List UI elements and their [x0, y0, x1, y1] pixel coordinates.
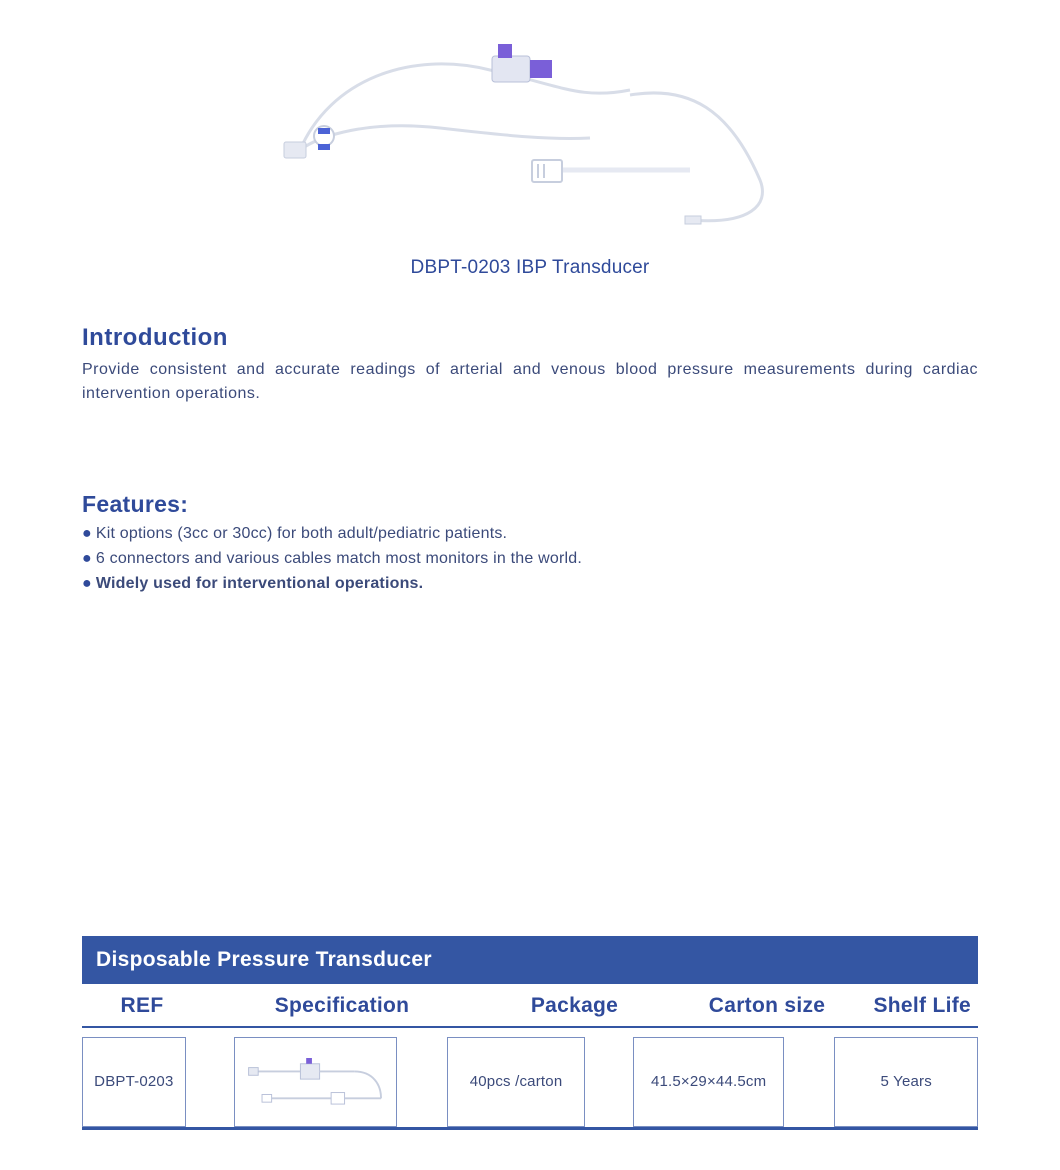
feature-text: Widely used for interventional operation… [96, 575, 423, 592]
th-ref: REF [82, 994, 202, 1018]
spec-table-section: Disposable Pressure Transducer REF Speci… [0, 936, 1060, 1130]
th-spec: Specification [202, 994, 482, 1018]
feature-text: Kit options (3cc or 30cc) for both adult… [96, 525, 507, 542]
feature-text: 6 connectors and various cables match mo… [96, 550, 582, 567]
cell-shelf: 5 Years [834, 1037, 978, 1127]
product-illustration [260, 20, 800, 245]
features-heading: Features: [82, 491, 978, 518]
introduction-body: Provide consistent and accurate readings… [82, 358, 978, 406]
introduction-heading: Introduction [82, 324, 978, 352]
feature-item: ●Widely used for interventional operatio… [82, 572, 978, 597]
table-title: Disposable Pressure Transducer [82, 936, 978, 984]
feature-item: ●Kit options (3cc or 30cc) for both adul… [82, 522, 978, 547]
product-caption: DBPT-0203 IBP Transducer [0, 257, 1060, 279]
cell-ref: DBPT-0203 [82, 1037, 186, 1127]
cell-spec [234, 1037, 398, 1127]
cell-pkg: 40pcs /carton [447, 1037, 585, 1127]
cell-carton: 41.5×29×44.5cm [633, 1037, 785, 1127]
th-shelf: Shelf Life [867, 994, 977, 1018]
feature-item: ●6 connectors and various cables match m… [82, 547, 978, 572]
th-carton: Carton size [667, 994, 867, 1018]
th-pkg: Package [482, 994, 667, 1018]
table-header-row: REF Specification Package Carton size Sh… [82, 984, 978, 1028]
table-row: DBPT-0203 40pcs /carton 41.5×29×44.5cm [82, 1028, 978, 1130]
